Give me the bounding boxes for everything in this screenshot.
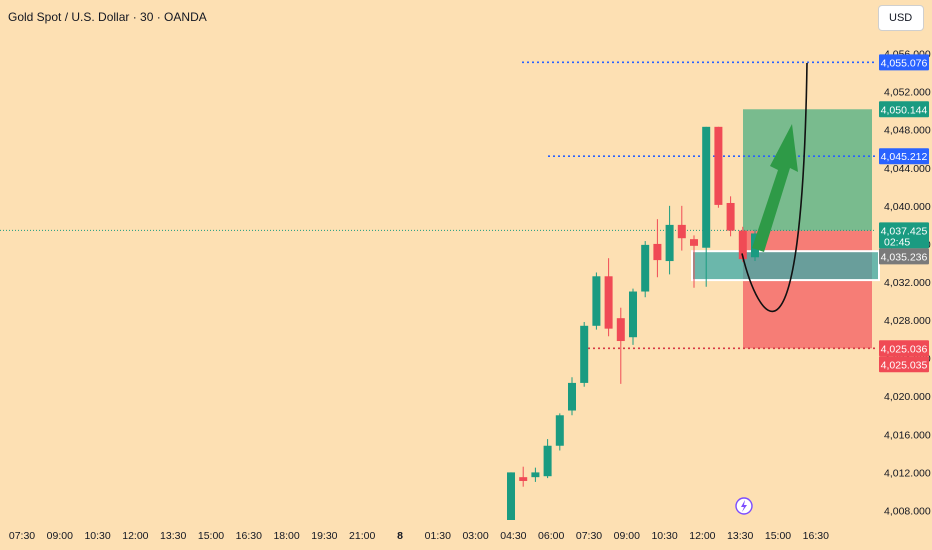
time-axis: 07:30 09:00 10:30 12:00 13:30 15:00 16:30 18:00…: [9, 530, 829, 542]
demand-zone: [691, 250, 880, 282]
candle-body: [531, 472, 540, 478]
x-tick-label: 13:30: [160, 530, 186, 542]
x-tick-label: 10:30: [84, 530, 110, 542]
y-tick-label: 4,008.000: [884, 505, 931, 517]
candle-body: [641, 244, 650, 292]
x-tick-label: 8: [397, 530, 403, 542]
price-badge-label: 4,045.212: [881, 151, 928, 163]
x-tick-label: 12:00: [122, 530, 148, 542]
annotation-layer: [735, 63, 808, 515]
price-badge-label: 4,050.144: [881, 104, 928, 116]
y-tick-label: 4,048.000: [884, 125, 931, 137]
price-badge: [879, 340, 929, 357]
candle-body: [690, 239, 698, 246]
y-tick-label: 4,020.000: [884, 391, 931, 403]
countdown-label: 02:45: [884, 236, 910, 248]
candle-body: [629, 291, 637, 338]
x-tick-label: 16:30: [803, 530, 829, 542]
y-tick-label: 4,044.000: [884, 163, 931, 175]
price-axis: 4,056.0004,052.0004,048.0004,044.0004,04…: [884, 49, 931, 518]
price-badges: 4,055.076 4,050.144 4,045.212 4,037.42502:4…: [879, 54, 929, 373]
y-tick-label: 4,032.000: [884, 277, 931, 289]
x-tick-label: 16:30: [236, 530, 262, 542]
candle-body: [653, 243, 662, 261]
candle-body: [702, 126, 711, 248]
price-badge-label: 4,025.036: [881, 343, 928, 355]
drawing-layer: [0, 61, 880, 350]
price-badge: [879, 148, 929, 165]
price-badge: [879, 248, 929, 265]
lightning-bolt: [741, 500, 747, 512]
candle-body: [738, 230, 747, 260]
x-tick-label: 15:00: [765, 530, 791, 542]
candle-body: [714, 126, 723, 205]
x-tick-label: 03:00: [462, 530, 488, 542]
price-badge-label: 4,035.236: [881, 251, 928, 263]
candle-body: [568, 382, 576, 411]
x-tick-label: 21:00: [349, 530, 375, 542]
chart-title: Gold Spot / U.S. Dollar · 30 · OANDA: [8, 10, 207, 24]
candle-body: [580, 325, 589, 383]
take-profit-zone: [743, 109, 872, 231]
x-tick-label: 12:00: [689, 530, 715, 542]
candle-body: [665, 224, 674, 262]
candles: [507, 126, 759, 520]
price-badge: [879, 101, 929, 118]
x-tick-label: 09:00: [614, 530, 640, 542]
x-tick-label: 13:30: [727, 530, 753, 542]
x-tick-label: 07:30: [9, 530, 35, 542]
candle-body: [726, 202, 735, 231]
x-tick-label: 01:30: [425, 530, 451, 542]
x-tick-label: 18:00: [273, 530, 299, 542]
price-badge: [879, 356, 929, 373]
y-tick-label: 4,016.000: [884, 429, 931, 441]
price-badge: [879, 222, 929, 249]
x-tick-label: 09:00: [47, 530, 73, 542]
candle-body: [592, 276, 601, 326]
x-tick-label: 10:30: [651, 530, 677, 542]
candle-body: [677, 224, 686, 239]
x-tick-label: 15:00: [198, 530, 224, 542]
x-tick-label: 07:30: [576, 530, 602, 542]
candle-body: [519, 477, 528, 481]
candle-body: [507, 472, 515, 520]
y-tick-label: 4,040.000: [884, 201, 931, 213]
up-arrow-icon: [752, 124, 798, 252]
y-tick-label: 4,028.000: [884, 315, 931, 327]
candle-body: [616, 318, 625, 342]
y-tick-label: 4,052.000: [884, 87, 931, 99]
candle-body: [555, 415, 564, 446]
x-tick-label: 19:30: [311, 530, 337, 542]
price-badge: [879, 54, 929, 71]
x-tick-label: 04:30: [500, 530, 526, 542]
currency-button[interactable]: USD: [878, 5, 924, 31]
price-badge-label: 4,055.076: [881, 57, 928, 69]
y-tick-label: 4,012.000: [884, 467, 931, 479]
projection-curve: [741, 63, 808, 313]
candle-body: [543, 445, 552, 477]
price-badge-label: 4,025.035: [881, 359, 928, 371]
candle-body: [604, 276, 613, 329]
price-badge-label: 4,037.425: [881, 225, 928, 237]
x-tick-label: 06:00: [538, 530, 564, 542]
